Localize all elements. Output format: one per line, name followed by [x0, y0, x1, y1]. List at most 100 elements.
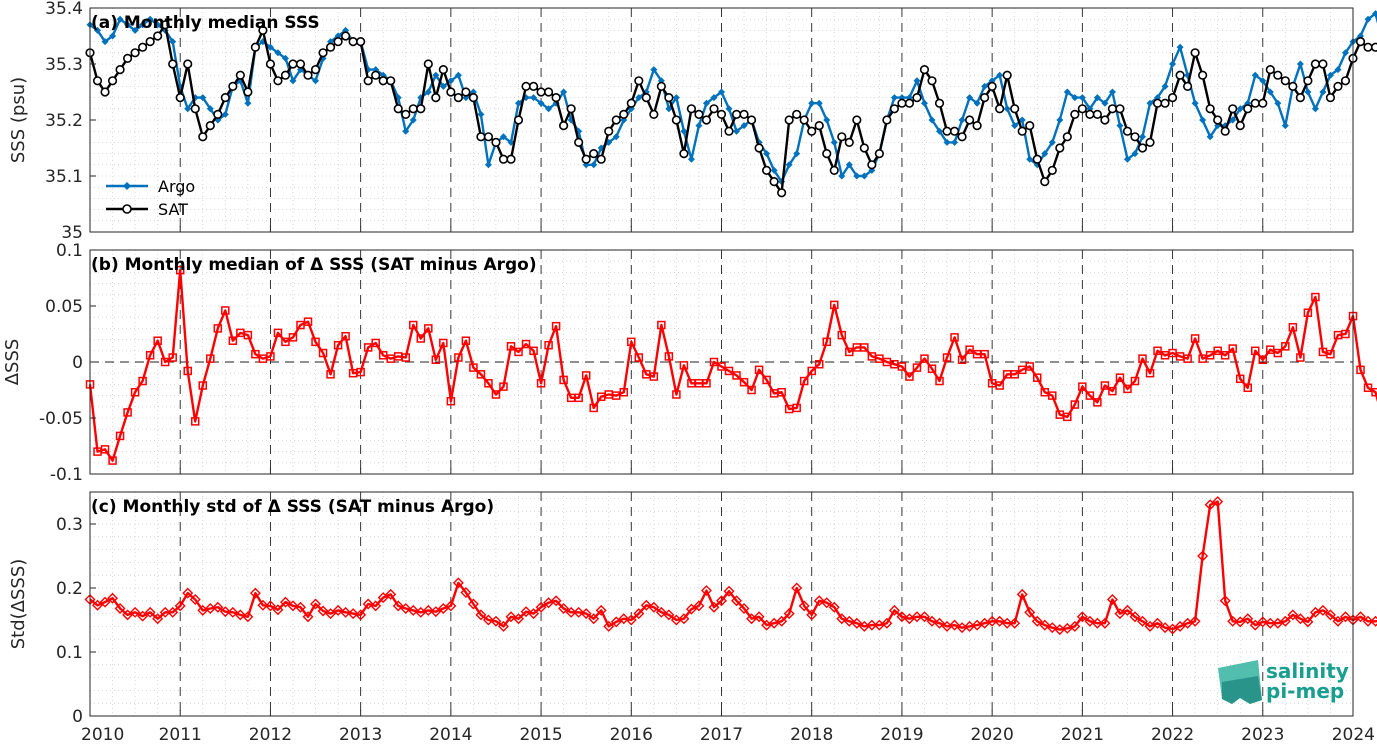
data-point — [1026, 155, 1034, 163]
data-point — [845, 347, 854, 357]
data-point — [1190, 334, 1200, 343]
data-point — [680, 127, 688, 135]
data-point — [409, 320, 418, 330]
data-point — [108, 456, 117, 465]
data-point — [430, 606, 442, 618]
data-point — [431, 355, 441, 365]
data-point — [700, 585, 712, 597]
data-point — [250, 42, 260, 52]
data-point — [280, 70, 291, 80]
data-point — [536, 87, 546, 97]
data-point — [1251, 71, 1259, 79]
data-point — [882, 115, 892, 125]
data-point — [130, 387, 140, 397]
data-point — [830, 138, 838, 146]
data-point — [957, 132, 967, 142]
data-point — [936, 127, 944, 135]
data-point — [168, 59, 178, 69]
data-point — [896, 611, 908, 623]
data-point — [640, 599, 652, 611]
panel-b-title: (b) Monthly median of Δ SSS (SAT minus A… — [91, 255, 537, 275]
data-point — [1071, 94, 1079, 102]
data-point — [678, 613, 690, 625]
panel-a-title: (a) Monthly median SSS — [91, 13, 320, 33]
data-point — [416, 334, 426, 343]
data-point — [1199, 116, 1207, 124]
data-point — [994, 615, 1006, 627]
data-point — [1085, 109, 1095, 119]
data-point — [625, 614, 637, 626]
data-point — [635, 94, 643, 102]
data-point — [265, 59, 276, 69]
data-point — [1167, 623, 1179, 635]
data-point — [228, 81, 238, 91]
data-point — [1242, 613, 1254, 625]
data-point — [725, 105, 733, 113]
data-point — [1041, 150, 1049, 158]
x-tick-label: 2012 — [249, 725, 292, 745]
data-point — [122, 609, 134, 621]
data-point — [927, 364, 937, 373]
data-point — [1010, 104, 1020, 114]
panel-c: 0 0.1 0.2 0.3 (c) Monthly std of Δ SSS (SAT… — [8, 491, 1377, 727]
data-point — [545, 105, 553, 113]
data-point — [987, 81, 997, 91]
data-point — [273, 328, 283, 338]
data-point — [123, 408, 132, 417]
data-point — [784, 115, 794, 125]
data-point — [874, 149, 884, 159]
data-point — [468, 92, 479, 103]
data-point — [838, 172, 846, 180]
data-point — [1145, 137, 1155, 147]
data-point — [672, 390, 681, 399]
data-point — [1138, 133, 1146, 141]
data-point — [1220, 351, 1230, 360]
data-point — [935, 376, 944, 386]
data-point — [385, 588, 397, 600]
data-point — [1056, 116, 1064, 124]
data-point — [1048, 391, 1057, 400]
data-point — [837, 132, 847, 142]
data-point — [318, 348, 328, 358]
data-point — [853, 172, 861, 180]
data-point — [536, 379, 546, 388]
x-tick-label: 2019 — [880, 725, 923, 745]
data-point — [1129, 611, 1141, 623]
data-point — [303, 70, 313, 80]
data-point — [762, 375, 771, 385]
data-point — [1257, 616, 1269, 628]
data-point — [266, 352, 275, 361]
data-point — [183, 59, 193, 69]
data-point — [528, 81, 539, 91]
data-point — [515, 99, 523, 107]
x-tick-label: 2017 — [700, 725, 743, 745]
data-point — [717, 88, 725, 96]
data-point — [131, 26, 139, 34]
data-point — [1174, 620, 1186, 632]
data-point — [687, 155, 695, 163]
data-point — [830, 300, 839, 310]
data-point — [333, 36, 343, 47]
data-point — [559, 120, 569, 131]
data-point — [1235, 120, 1245, 131]
data-point — [174, 600, 186, 612]
data-point — [1273, 348, 1283, 358]
data-point — [506, 154, 516, 164]
data-point — [1078, 382, 1087, 391]
data-point — [1137, 143, 1148, 153]
data-point — [836, 613, 848, 625]
data-point — [770, 166, 778, 174]
data-point — [371, 70, 381, 80]
data-point — [356, 36, 366, 47]
data-point — [590, 161, 598, 169]
data-point — [709, 357, 719, 367]
data-point — [423, 59, 433, 69]
data-point — [1099, 617, 1111, 629]
data-point — [333, 340, 343, 350]
x-tick-label: 2015 — [519, 725, 562, 745]
data-point — [273, 76, 283, 86]
data-point — [499, 133, 507, 141]
x-tick-label: 2014 — [429, 725, 472, 745]
data-point — [1364, 15, 1372, 23]
data-point — [1183, 81, 1193, 91]
